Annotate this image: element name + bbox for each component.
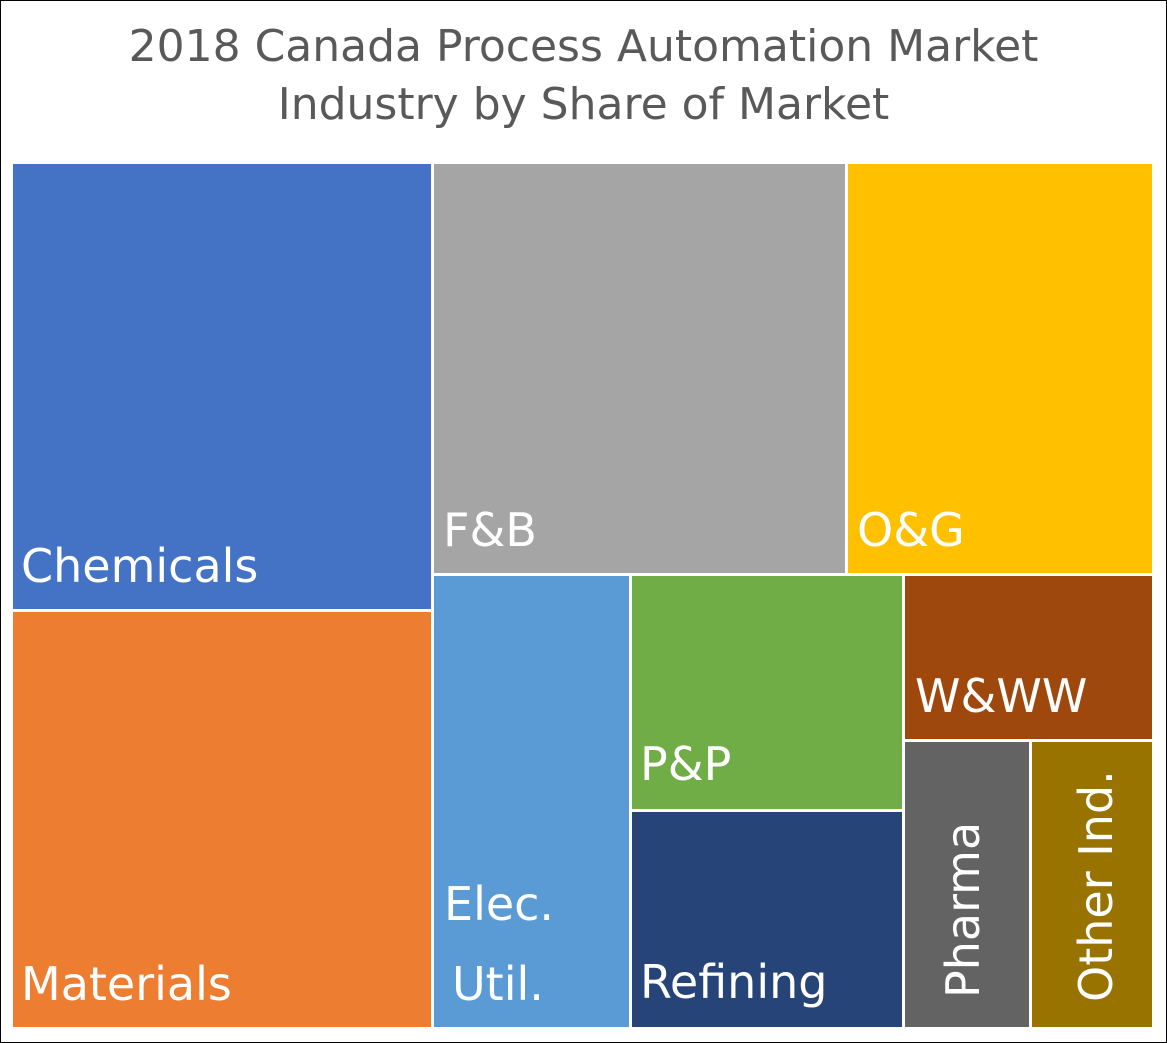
chart-title-line-1: 2018 Canada Process Automation Market <box>128 21 1039 72</box>
tile-www: W&WW <box>905 576 1155 742</box>
tile-fb: F&B <box>434 164 848 576</box>
tile-materials: Materials <box>13 612 434 1030</box>
tile-chemicals: Chemicals <box>13 164 434 612</box>
tile-refining: Refining <box>632 812 905 1030</box>
tile-label-elec-line2: Util. <box>452 957 544 1011</box>
tile-elec-util: Elec. Util. <box>434 576 632 1030</box>
tile-label-chemicals: Chemicals <box>21 539 259 593</box>
chart-title-line-2: Industry by Share of Market <box>277 79 890 130</box>
tile-og: O&G <box>848 164 1155 576</box>
tile-label-fb: F&B <box>443 503 537 557</box>
chart-title: 2018 Canada Process Automation Market In… <box>0 18 1167 134</box>
tile-label-www: W&WW <box>915 669 1088 723</box>
tile-label-pp: P&P <box>640 737 732 791</box>
tile-pp: P&P <box>632 576 905 812</box>
tile-label-og: O&G <box>857 503 965 557</box>
tile-label-other-ind: Other Ind. <box>1069 770 1123 1002</box>
tile-label-materials: Materials <box>21 957 232 1011</box>
tile-label-elec-line1: Elec. <box>444 877 555 931</box>
tile-pharma: Pharma <box>905 742 1032 1030</box>
tile-label-refining: Refining <box>640 955 828 1009</box>
tile-label-pharma: Pharma <box>936 821 990 998</box>
tile-other-ind: Other Ind. <box>1032 742 1155 1030</box>
